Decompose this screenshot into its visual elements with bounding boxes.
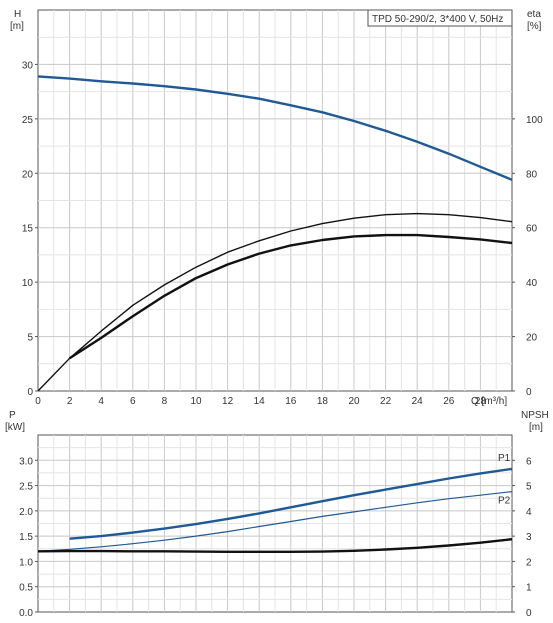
- x-tick-label: 14: [254, 396, 266, 407]
- x-tick-label: 20: [348, 396, 360, 407]
- right-tick-label: 0: [526, 608, 532, 619]
- left-tick-label: 15: [22, 224, 34, 235]
- top-series-layer: [37, 75, 513, 392]
- x-tick-label: 26: [443, 396, 455, 407]
- right-tick-label: 2: [526, 557, 532, 568]
- left-tick-label: 0.0: [19, 608, 33, 619]
- series-line: [37, 491, 513, 552]
- bottom-right-axis-label-line2: [m]: [529, 422, 543, 433]
- x-tick-label: 6: [130, 396, 136, 407]
- top-right-axis-label-line2: [%]: [527, 21, 542, 32]
- left-tick-label: 3.0: [19, 456, 33, 467]
- left-tick-label: 5: [27, 333, 33, 344]
- bottom-right-axis-label-line1: NPSH: [521, 410, 549, 421]
- right-tick-label: 4: [526, 507, 532, 518]
- x-tick-label: 28: [475, 396, 487, 407]
- right-tick-label: 5: [526, 482, 532, 493]
- right-tick-label: 80: [526, 169, 538, 180]
- right-tick-label: 1: [526, 583, 532, 594]
- top-grid: [38, 10, 512, 391]
- series-line: [37, 212, 513, 392]
- x-tick-label: 12: [222, 396, 234, 407]
- right-tick-label: 40: [526, 278, 538, 289]
- right-tick-label: 60: [526, 224, 538, 235]
- series-line: [68, 233, 513, 360]
- x-tick-label: 4: [98, 396, 104, 407]
- series-line: [37, 75, 513, 181]
- x-tick-label: 10: [190, 396, 202, 407]
- left-tick-label: 10: [22, 278, 34, 289]
- left-tick-label: 2.0: [19, 507, 33, 518]
- x-tick-label: 24: [412, 396, 424, 407]
- bottom-chart-panel: P1 P2 0.0 0.5 1.0 1.5 2.0 2.5 3.0 0 1 2 3 4 5 6 P [kW]…: [5, 410, 549, 619]
- left-tick-label: 1.5: [19, 532, 33, 543]
- left-tick-label: 2.5: [19, 482, 33, 493]
- right-tick-label: 100: [526, 115, 543, 126]
- bottom-series-layer: P1 P2: [37, 453, 513, 553]
- top-right-axis-label-line1: eta: [527, 9, 541, 20]
- series-line: [69, 467, 513, 540]
- top-left-axis-label-line1: H: [14, 9, 21, 20]
- left-tick-label: 0.5: [19, 583, 33, 594]
- left-tick-label: 25: [22, 115, 34, 126]
- left-tick-label: 30: [22, 60, 34, 71]
- left-tick-label: 20: [22, 169, 34, 180]
- bottom-left-axis-label-line1: P: [9, 410, 16, 421]
- x-axis-label: Q [m³/h]: [471, 396, 507, 407]
- chart-title: TPD 50-290/2, 3*400 V, 50Hz: [372, 14, 503, 25]
- right-tick-label: 3: [526, 532, 532, 543]
- bottom-axis-labels: 0.0 0.5 1.0 1.5 2.0 2.5 3.0 0 1 2 3 4 5 6: [19, 456, 532, 619]
- x-tick-label: 16: [285, 396, 297, 407]
- right-tick-label: 0: [526, 387, 532, 398]
- top-left-axis-label-line2: [m]: [10, 21, 24, 32]
- right-tick-label: 20: [526, 333, 538, 344]
- right-tick-label: 6: [526, 456, 532, 467]
- x-tick-label: 0: [35, 396, 41, 407]
- x-tick-label: 2: [67, 396, 73, 407]
- series-label: P1: [498, 453, 511, 464]
- series-label: P2: [498, 496, 511, 507]
- x-tick-label: 18: [317, 396, 329, 407]
- x-tick-label: 8: [162, 396, 168, 407]
- title-box: [367, 9, 513, 27]
- left-tick-label: 0: [27, 387, 33, 398]
- bottom-left-axis-label-line2: [kW]: [5, 422, 25, 433]
- x-tick-label: 22: [380, 396, 392, 407]
- series-line: [37, 538, 513, 553]
- left-tick-label: 1.0: [19, 557, 33, 568]
